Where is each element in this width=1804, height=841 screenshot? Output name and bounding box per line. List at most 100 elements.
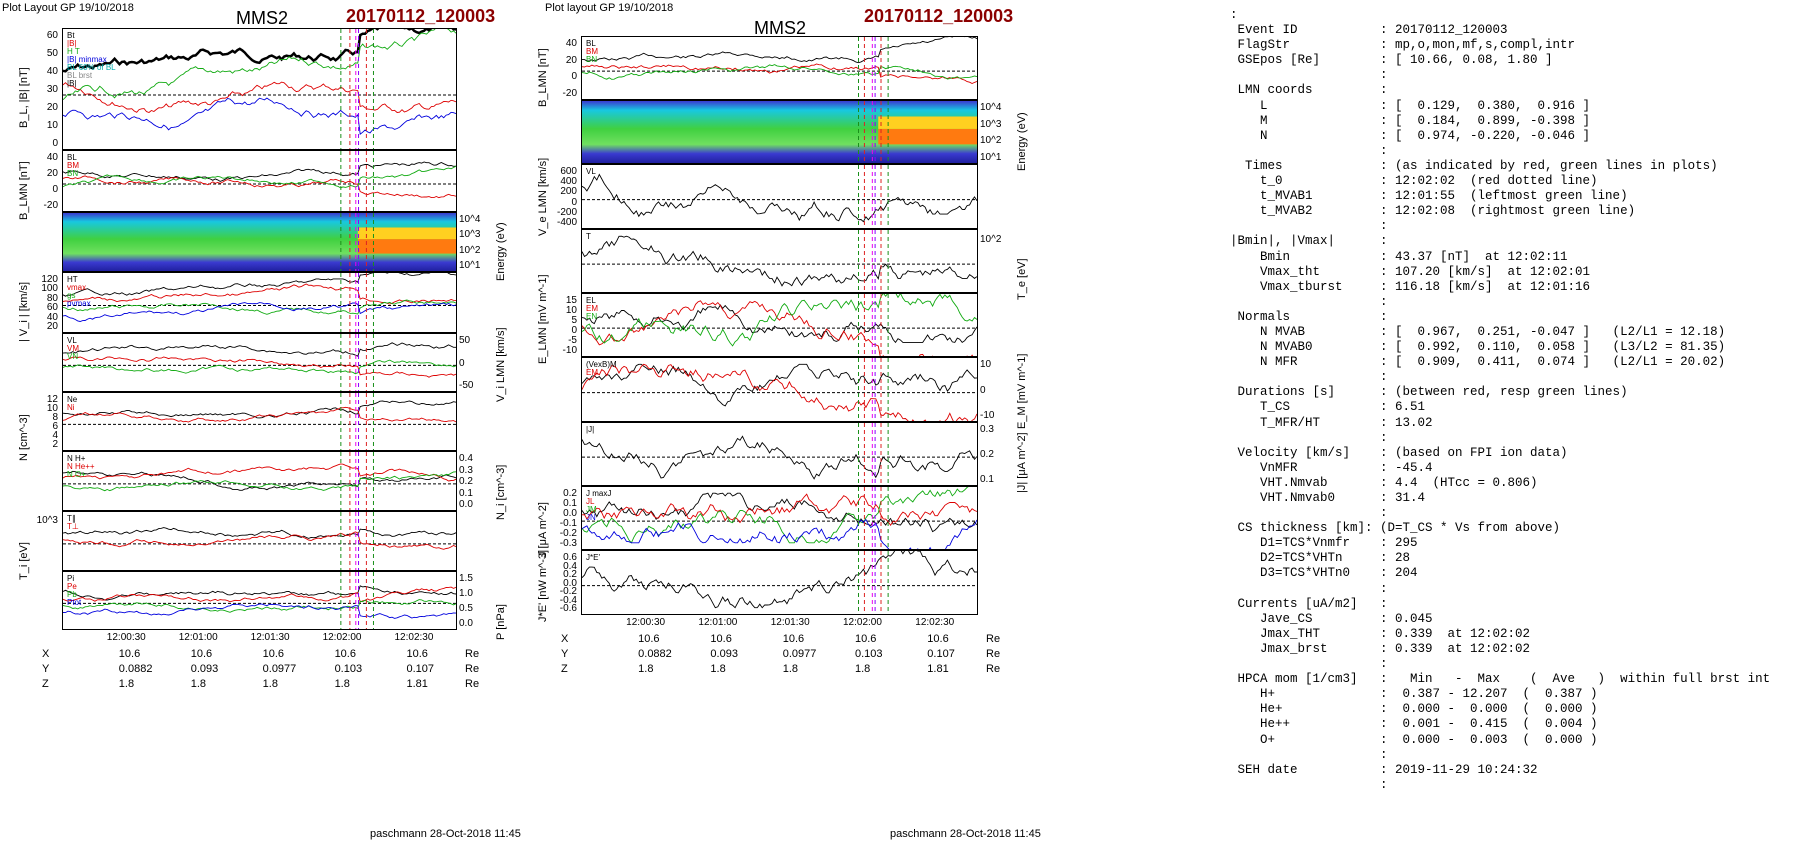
series-line-1 xyxy=(63,356,456,378)
legend-entry: gs xyxy=(67,291,76,300)
y-tick-label: 400 xyxy=(560,176,577,188)
right-panel-plot xyxy=(582,551,977,614)
left-panel-plot xyxy=(63,29,456,149)
left-footer: paschmann 28-Oct-2018 11:45 xyxy=(370,828,521,840)
y-tick-label: 10 xyxy=(565,305,577,316)
info-line: Normals : xyxy=(1230,309,1388,324)
right-plot-label: Plot layout GP 19/10/2018 xyxy=(545,2,674,14)
position-row-label: X xyxy=(42,648,50,660)
info-line: D1=TCS*Vnmfr : 295 xyxy=(1230,536,1418,551)
series-line-1 xyxy=(63,531,456,550)
legend-entry: VL xyxy=(67,336,77,345)
legend-entry: EM xyxy=(586,304,598,313)
y-tick-label: 10^3 xyxy=(459,229,481,241)
left-panel-plot xyxy=(63,334,456,391)
series-line-0 xyxy=(582,492,977,533)
position-value: 1.8 xyxy=(710,663,726,675)
x-tick-label: 12:02:00 xyxy=(322,632,362,643)
y-tick-label: -0.1 xyxy=(559,518,577,529)
legend-entry: T xyxy=(586,232,591,241)
right-panel-plot xyxy=(582,487,977,549)
y-tick-label: 10^4 xyxy=(980,102,1002,113)
info-line: SEH date : 2019-11-29 10:24:32 xyxy=(1230,762,1538,777)
info-line: Currents [uA/m2] : xyxy=(1230,596,1388,611)
info-line: N MVAB : [ 0.967, 0.251, -0.047 ] (L2/L1… xyxy=(1230,324,1726,339)
series-line-0 xyxy=(582,37,977,64)
legend-entry: pvmax xyxy=(67,299,91,308)
legend-entry: JM xyxy=(586,505,597,514)
position-value: 0.107 xyxy=(406,663,435,675)
y-tick-label: 40 xyxy=(46,311,58,323)
info-line: T_CS : 6.51 xyxy=(1230,400,1426,415)
legend-entry: VM xyxy=(67,344,79,353)
y-tick-label: 5 xyxy=(571,315,577,326)
legend-entry: EM xyxy=(586,368,598,377)
info-line: VHT.Nmvab0 : 31.4 xyxy=(1230,491,1426,505)
y-tick-label: 0.1 xyxy=(980,474,994,485)
right-panel-8: J*E' xyxy=(581,550,978,615)
series-line-2 xyxy=(582,487,973,544)
info-line: Times : (as indicated by red, green line… xyxy=(1230,158,1718,173)
y-tick-label: 100 xyxy=(41,283,58,295)
y-tick-label: 50 xyxy=(46,48,58,59)
legend-entry: BN xyxy=(586,55,598,64)
info-line: He++ : 0.001 - 0.415 ( 0.004 ) xyxy=(1230,717,1598,732)
series-line-0 xyxy=(582,435,977,480)
y-tick-label: -200 xyxy=(556,206,577,218)
info-line: L : [ 0.129, 0.380, 0.916 ] xyxy=(1230,98,1591,113)
info-line: Jmax_THT : 0.339 at 12:02:02 xyxy=(1230,626,1531,641)
x-tick-label: 12:00:30 xyxy=(106,632,146,643)
position-row-label: Y xyxy=(561,648,569,660)
left-panel-1: BL BM BN xyxy=(62,150,457,212)
y-tick-label: 40 xyxy=(46,66,58,77)
y-tick-label: 12 xyxy=(46,394,58,405)
y-tick-label: 0.6 xyxy=(563,552,577,563)
y-tick-label: 4 xyxy=(52,430,58,441)
series-line-0 xyxy=(582,235,977,287)
right-panel-plot xyxy=(582,230,977,292)
spectrogram-hot-region xyxy=(878,128,977,145)
info-line: D2=TCS*VHTn : 28 xyxy=(1230,551,1411,566)
legend-entry: T⊥ xyxy=(67,522,79,531)
y-tick-label: 0.5 xyxy=(459,603,473,614)
info-line: O+ : 0.000 - 0.003 ( 0.000 ) xyxy=(1230,732,1598,747)
y-tick-label: 8 xyxy=(52,412,58,423)
right-panel-2: VL xyxy=(581,164,978,229)
position-value: 0.103 xyxy=(334,663,363,675)
info-line: GSEpos [Re] : [ 10.66, 0.08, 1.80 ] xyxy=(1230,53,1553,68)
y-tick-label: 0 xyxy=(980,384,986,396)
info-line: N MFR : [ 0.909, 0.411, 0.074 ] (L2/L1 =… xyxy=(1230,355,1726,370)
y-tick-label: 10^3 xyxy=(980,118,1002,130)
position-unit: Re xyxy=(986,663,1001,675)
y-tick-label: 15 xyxy=(565,295,577,306)
left-panel-plot xyxy=(63,151,456,211)
x-tick-label: 12:02:00 xyxy=(843,617,882,628)
legend-entry: EN xyxy=(586,312,598,321)
left-panel-plot xyxy=(63,273,456,332)
position-value: 10.6 xyxy=(782,633,805,645)
info-line: LMN coords : xyxy=(1230,83,1388,98)
series-line-0 xyxy=(63,29,456,73)
y-tick-label: 20 xyxy=(46,321,58,332)
legend-entry: |B| xyxy=(67,79,77,88)
y-tick-label: -0.2 xyxy=(559,586,577,597)
y-tick-label: -10 xyxy=(562,345,577,356)
y-tick-label: 1.5 xyxy=(459,573,473,584)
x-tick-label: 12:01:00 xyxy=(178,632,218,643)
info-line: Bmin : 43.37 [nT] at 12:02:11 xyxy=(1230,249,1568,264)
y-tick-label: 0 xyxy=(459,357,465,369)
left-plot-label: Plot Layout GP 19/10/2018 xyxy=(2,2,134,14)
legend-entry: BM xyxy=(67,161,79,170)
legend-entry: N O+ xyxy=(67,470,86,479)
y-tick-label: -0.3 xyxy=(559,538,577,549)
legend-entry: N He++ xyxy=(67,462,95,471)
right-panel-plot xyxy=(582,294,977,356)
legend-entry: N H+ xyxy=(67,454,86,463)
right-event-id: 20170112_120003 xyxy=(864,6,1014,26)
series-line-3 xyxy=(582,518,977,549)
info-line: He+ : 0.000 - 0.000 ( 0.000 ) xyxy=(1230,702,1598,717)
y-tick-label: 50 xyxy=(459,335,471,346)
y-tick-label: 1.0 xyxy=(459,588,473,599)
position-row-label: X xyxy=(561,633,569,645)
y-tick-label: -0.6 xyxy=(559,603,577,614)
